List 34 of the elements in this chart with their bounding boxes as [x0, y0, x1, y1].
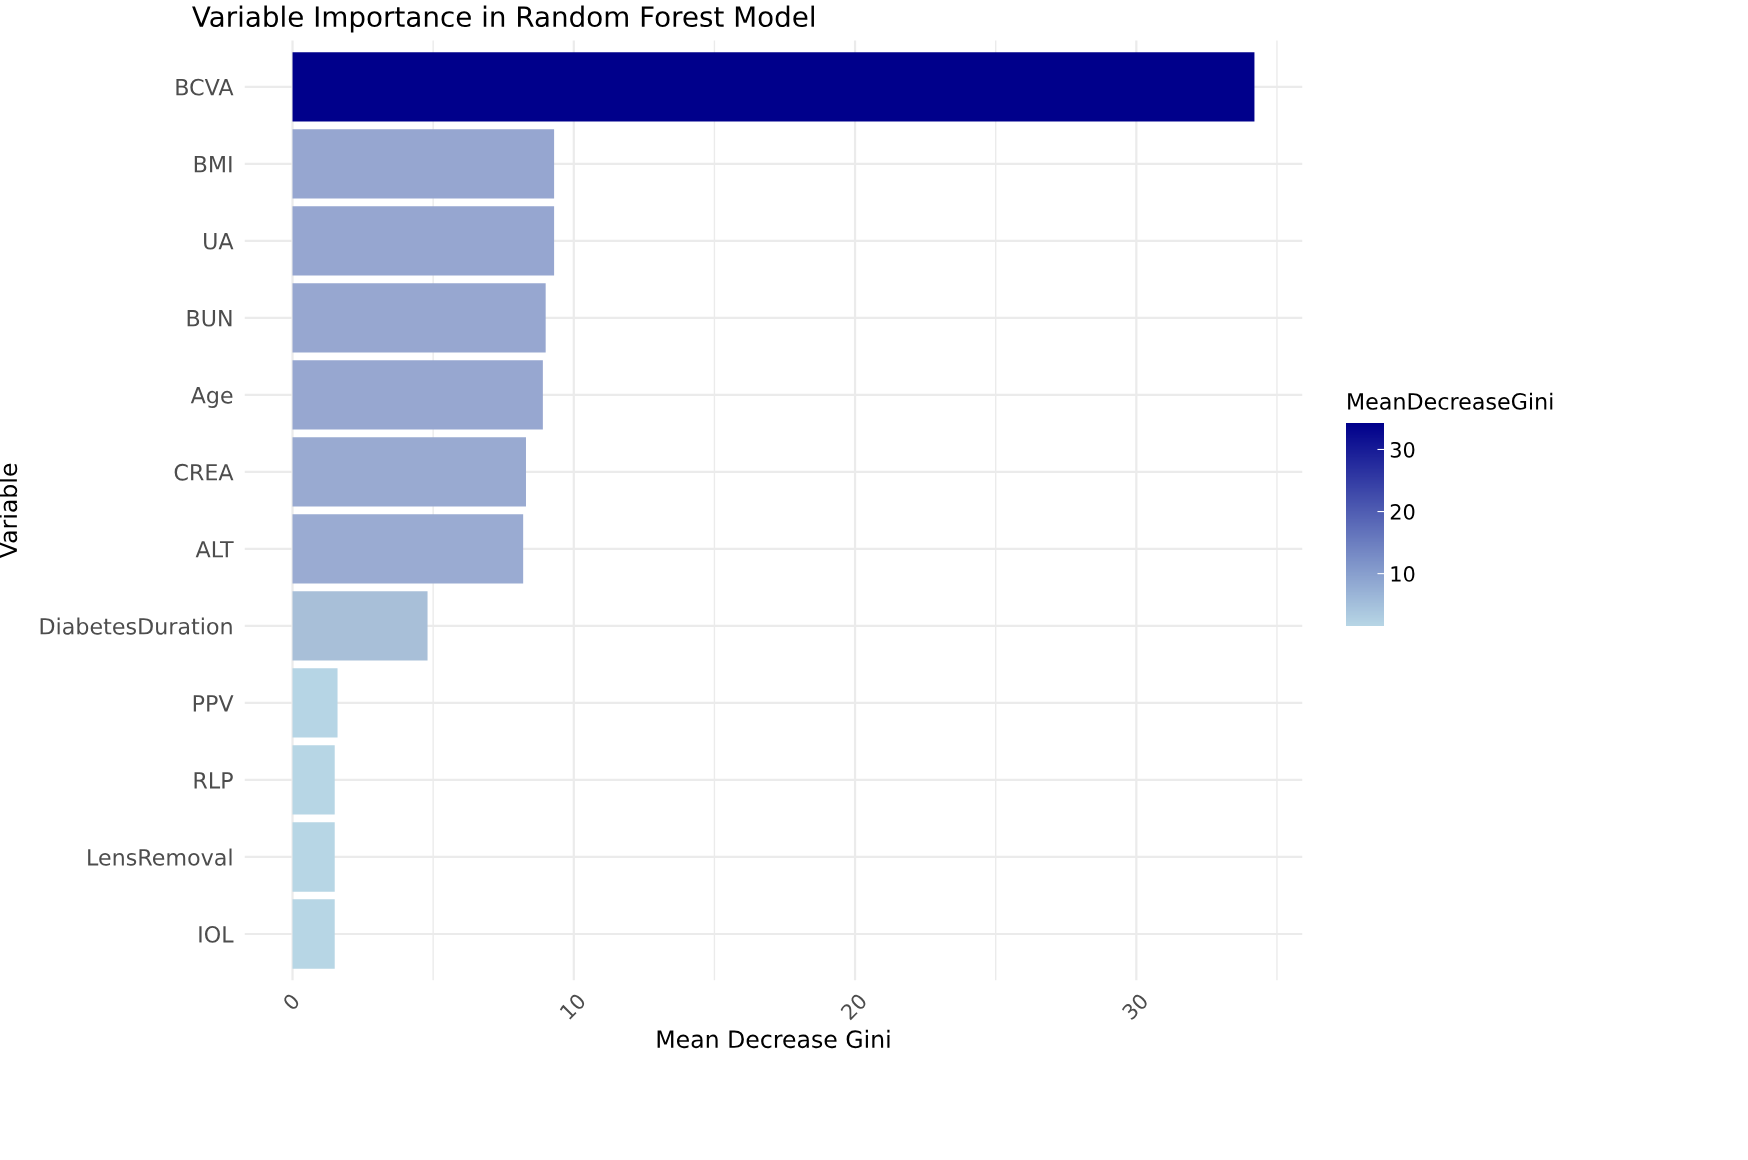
- y-tick-label: ALT: [195, 541, 234, 558]
- y-tick-label: UA: [204, 233, 234, 250]
- y-tick-label: RLP: [194, 772, 233, 789]
- y-tick-label: BMI: [194, 156, 232, 173]
- x-tick-label: 0: [281, 992, 301, 1012]
- y-tick-label: IOL: [199, 925, 234, 943]
- y-tick-label: Age: [190, 387, 233, 408]
- bar: [292, 899, 335, 969]
- bar: [292, 206, 555, 276]
- color-bar-title: MeanDecreaseGini: [1348, 392, 1553, 410]
- y-tick-label: CREA: [174, 463, 234, 481]
- bar: [292, 360, 543, 430]
- y-tick-label: DiabetesDuration: [40, 617, 232, 635]
- x-tick-label: 10: [559, 992, 587, 1020]
- color-bar-label: 10: [1391, 566, 1415, 582]
- bar: [292, 514, 524, 584]
- y-tick-label: PPV: [193, 695, 234, 712]
- y-tick-label: BUN: [187, 310, 232, 327]
- color-bar-label: 30: [1390, 441, 1415, 458]
- bar: [292, 822, 335, 892]
- bar: [292, 129, 555, 199]
- x-axis-title: Mean Decrease Gini: [657, 1029, 890, 1049]
- y-tick-label: LensRemoval: [88, 848, 232, 866]
- color-bar-label: 20: [1390, 504, 1415, 520]
- x-tick-label: 20: [839, 992, 868, 1021]
- chart-title: Variable Importance in Random Forest Model: [192, 5, 814, 33]
- bar: [292, 745, 335, 815]
- bar: [292, 591, 428, 661]
- x-tick-label: 30: [1121, 992, 1149, 1021]
- bar: [292, 668, 338, 738]
- y-tick-label: BCVA: [176, 78, 234, 96]
- bar: [292, 52, 1255, 122]
- bar: [292, 437, 526, 507]
- bar: [292, 283, 546, 353]
